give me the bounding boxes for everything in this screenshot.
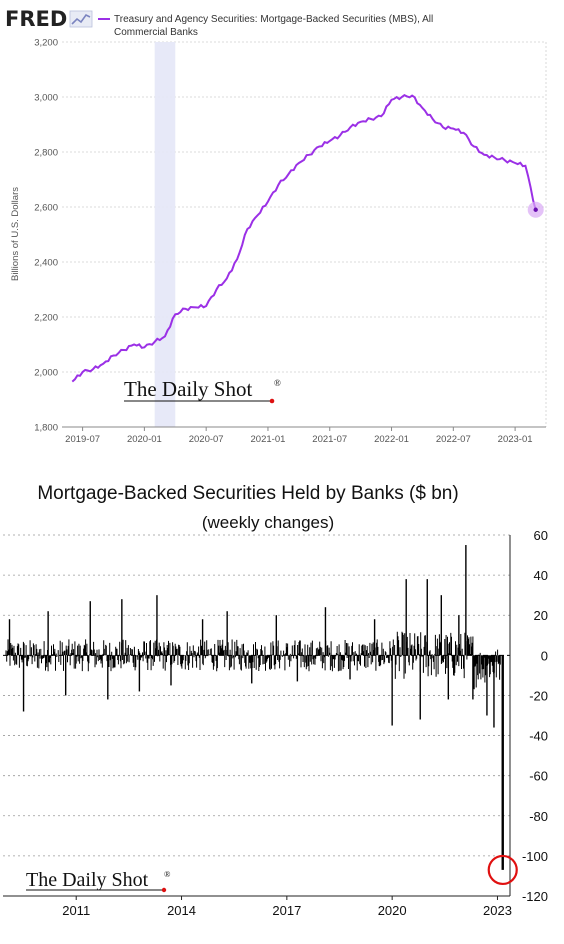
top-y-tick-label: 3,000 xyxy=(34,93,58,104)
bottom-x-tick-label: 2017 xyxy=(272,903,301,918)
top-y-tick-label: 3,200 xyxy=(34,38,58,49)
legend-label-line1: Treasury and Agency Securities: Mortgage… xyxy=(114,14,433,25)
bottom-x-tick-label: 2023 xyxy=(483,903,512,918)
top-y-tick-label: 1,800 xyxy=(34,423,58,434)
top-x-tick-label: 2022-07 xyxy=(436,434,471,445)
bottom-y-tick-label: -100 xyxy=(522,849,548,864)
watermark-registered: ® xyxy=(274,378,281,388)
bottom-x-tick-label: 2020 xyxy=(378,903,407,918)
top-x-ticks: 2019-07 2020-01 2020-07 2021-01 2021-07 2022-… xyxy=(65,427,533,445)
top-x-tick-label: 2021-07 xyxy=(312,434,347,445)
top-gridlines xyxy=(62,41,547,428)
top-x-tick-label: 2020-01 xyxy=(127,434,162,445)
top-x-tick-label: 2021-01 xyxy=(251,434,286,445)
top-x-tick-label: 2020-07 xyxy=(189,434,224,445)
watermark-text: The Daily Shot xyxy=(26,869,149,891)
bottom-gridlines xyxy=(3,534,510,897)
bottom-y-tick-label: -120 xyxy=(522,889,548,904)
last-point-marker xyxy=(533,207,538,212)
bottom-y-tick-label: -80 xyxy=(529,809,548,824)
top-y-ticks: 1,800 2,000 2,200 2,400 2,600 2,800 3,000 3,200 xyxy=(34,38,58,434)
watermark-text: The Daily Shot xyxy=(124,377,252,401)
bottom-y-ticks: 60 40 20 0 -20 -40 -60 -80 -100 -120 xyxy=(522,528,548,904)
chart-subtitle: (weekly changes) xyxy=(202,513,334,532)
top-x-tick-label: 2022-01 xyxy=(374,434,409,445)
top-x-tick-label: 2019-07 xyxy=(65,434,100,445)
chart-title: Mortgage-Backed Securities Held by Banks… xyxy=(37,483,458,504)
fred-chart: FRED Treasury and Agency Securities: Mor… xyxy=(5,7,547,445)
highlight-circle xyxy=(487,854,518,886)
daily-shot-watermark-bottom: The Daily Shot ® xyxy=(26,869,171,893)
bottom-y-tick-label: -20 xyxy=(529,688,548,703)
bottom-y-tick-label: 40 xyxy=(534,568,548,583)
watermark-dot xyxy=(161,887,167,893)
mbs-level-line xyxy=(71,94,537,383)
fred-logo-text: FRED xyxy=(5,7,67,31)
top-y-tick-label: 2,200 xyxy=(34,313,58,324)
top-x-tick-label: 2023-01 xyxy=(498,434,533,445)
recession-shade xyxy=(154,42,176,427)
watermark-registered: ® xyxy=(164,869,171,879)
fred-logo-chart-icon xyxy=(69,10,93,28)
y-axis-label: Billions of U.S. Dollars xyxy=(10,187,21,281)
bottom-y-tick-label: 0 xyxy=(541,648,548,663)
bottom-x-ticks: 2011 2014 2017 2020 2023 xyxy=(62,896,512,918)
bottom-x-tick-label: 2011 xyxy=(62,903,90,918)
bottom-y-tick-label: -40 xyxy=(529,729,548,744)
bottom-y-tick-label: 60 xyxy=(534,528,548,543)
top-y-tick-label: 2,000 xyxy=(34,368,58,379)
bottom-y-tick-label: 20 xyxy=(534,608,548,623)
watermark-dot xyxy=(269,398,275,404)
top-y-tick-label: 2,800 xyxy=(34,148,58,159)
top-y-tick-label: 2,600 xyxy=(34,203,58,214)
top-y-tick-label: 2,400 xyxy=(34,258,58,269)
bottom-x-tick-label: 2014 xyxy=(167,903,196,918)
bottom-y-tick-label: -60 xyxy=(529,769,548,784)
weekly-change-bars xyxy=(5,631,501,690)
weekly-change-chart: Mortgage-Backed Securities Held by Banks… xyxy=(3,483,548,918)
weekly-change-spikes xyxy=(8,545,504,870)
daily-shot-watermark-top: The Daily Shot ® xyxy=(124,377,281,404)
legend-label-line2: Commercial Banks xyxy=(114,27,198,38)
